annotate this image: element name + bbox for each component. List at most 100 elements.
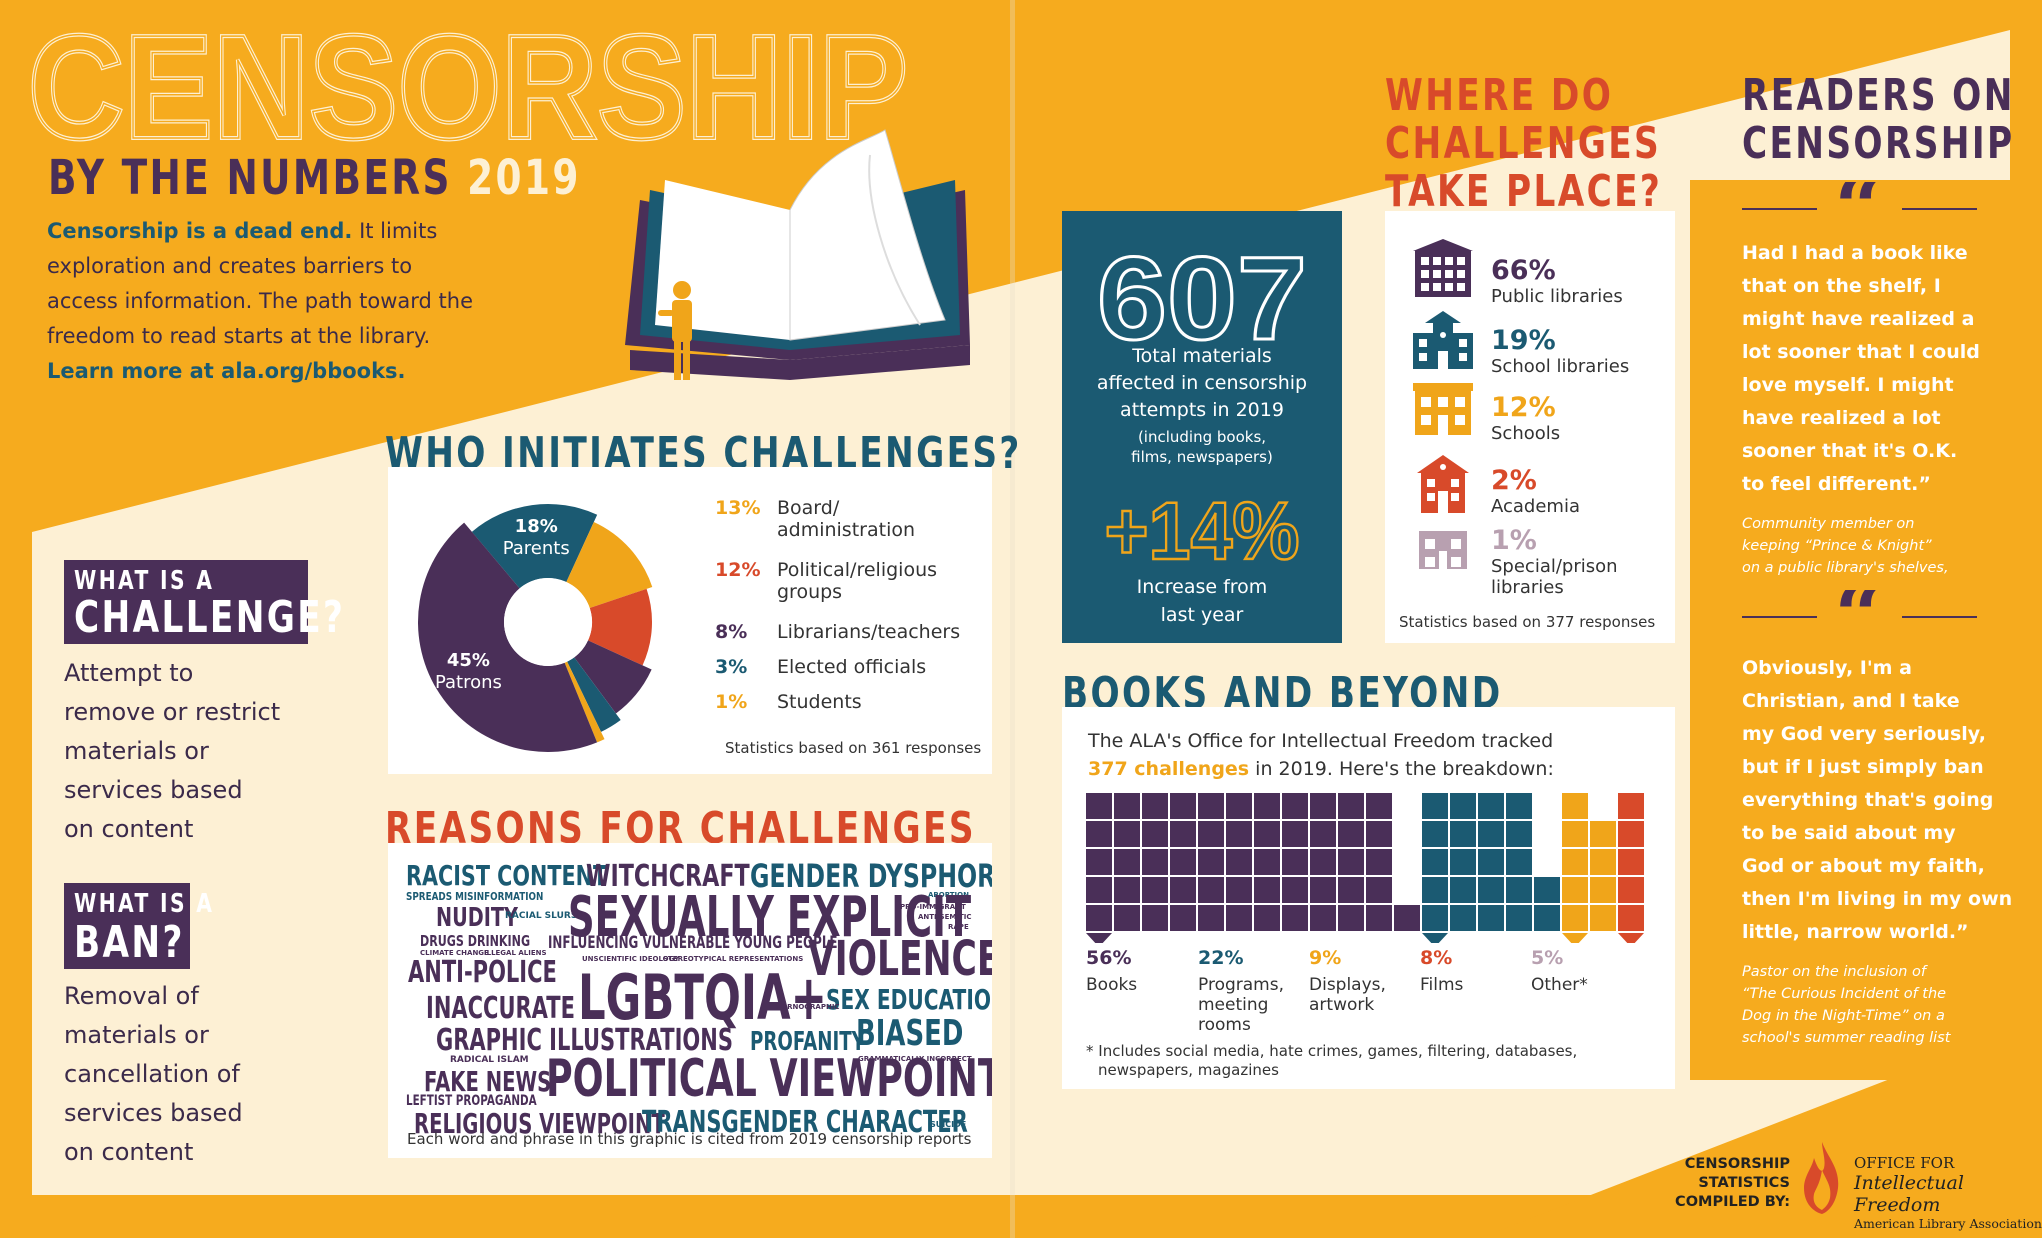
quote-line: little, narrow world.” [1742,921,1969,943]
quote-attribution: Pastor on the inclusion of [1742,964,1927,980]
donut-slice [567,657,621,732]
word: RACIAL SLURS [505,911,578,921]
quote-attribution: “The Curious Incident of the [1742,986,1947,1002]
word: SEXUALLY EXPLICIT [568,885,972,950]
svg-text:CENSORSHIP: CENSORSHIP [28,30,908,160]
reader-quote: Obviously, I'm a Christian, and I take m… [1742,652,2012,1049]
waffle-cell [1226,793,1252,819]
org-line: American Library Association [1854,1216,2042,1231]
challenges-count: 377 challenges [1088,758,1250,780]
quote-attribution: Dog in the Night-Time” on a [1742,1008,1945,1024]
waffle-cell [1310,821,1336,847]
waffle-cell [1086,877,1112,903]
donut-slice-label: Patrons [435,672,502,693]
intro-line: exploration and creates barriers to [47,254,413,278]
donut-slice [564,661,605,743]
waffle-cell [1562,821,1588,847]
word: LGBTQIA+ [578,961,827,1034]
donut-slice [471,504,598,589]
waffle-cell [1562,793,1588,819]
definition-line: cancellation of [64,1060,240,1088]
waffle-cell [1170,849,1196,875]
waffle-cell [1506,793,1532,819]
materials-label-line: Total materials [1132,345,1272,367]
word: SUICIDE [930,1120,967,1129]
waffle-cell [1590,849,1616,875]
waffle-cell [1198,821,1224,847]
who-initiates-panel: 18% Parents 45% Patrons 13% Board/administra… [388,467,992,774]
legend-item: 3% Elected officials [715,656,927,678]
waffle-cell [1478,877,1504,903]
word: FAKE NEWS [424,1065,552,1098]
page-title: CENSORSHIP CENSORSHIP [28,30,910,160]
definition-line: materials or [64,737,209,765]
waffle-cell [1422,877,1448,903]
definition-line: Attempt to [64,659,194,687]
quote-line: Obviously, I'm a [1742,657,1912,679]
word: SEX EDUCATION [826,983,992,1016]
materials-note-line: (including books, [1137,428,1267,446]
word: BIASED [856,1013,964,1054]
waffle-cell [1506,905,1532,931]
word: GRAPHIC ILLUSTRATIONS [436,1023,733,1058]
donut-slice-label: Parents [503,538,570,559]
quote-line: might have realized a [1742,308,1975,330]
ban-label-box: WHAT IS A BAN? [64,883,212,969]
waffle-cell [1142,793,1168,819]
quote-line: God or about my faith, [1742,855,1985,877]
donut-slice-pct: 45% [447,650,490,671]
word: VIOLENCE [808,931,992,987]
waffle-cell [1338,905,1364,931]
waffle-cell [1618,905,1644,931]
waffle-cell [1310,793,1336,819]
waffle-legend-item: 8% Films [1420,947,1464,995]
word: POLITICAL VIEWPOINT [546,1049,992,1109]
waffle-cell [1338,849,1364,875]
intro-line: The ALA's Office for Intellectual Freedo… [1088,730,1554,752]
waffle-cell [1170,877,1196,903]
materials-count: 607 [1096,241,1309,351]
waffle-cell [1450,793,1476,819]
learn-more-link[interactable]: Learn more at ala.org/bbooks. [47,359,406,383]
svg-text:“: “ [1834,182,1883,232]
ban-label-large: BAN? [74,917,185,968]
quote-line: my God very seriously, [1742,723,1986,745]
waffle-cell [1142,849,1168,875]
waffle-cell [1562,849,1588,875]
compiled-by-label: CENSORSHIP STATISTICS COMPILED BY: [1660,1155,1790,1212]
waffle-cell [1506,849,1532,875]
books-beyond-intro: The ALA's Office for Intellectual Freedo… [1088,727,1554,783]
place-icons [1413,239,1473,569]
waffle-cell [1254,821,1280,847]
place-item: 12% Schools [1491,392,1561,444]
waffle-cell [1450,877,1476,903]
quote-attribution: on a public library's shelves, [1742,560,1949,576]
books-beyond-footnote: * Includes social media, hate crimes, ga… [1086,1042,1577,1080]
definition-line: on content [64,815,194,843]
waffle-cell [1450,849,1476,875]
waffle-cell [1282,849,1308,875]
readers-heading: READERS ON CENSORSHIP [1742,72,2015,168]
waffle-cell [1086,905,1112,931]
place-item: 66% Public libraries [1491,255,1623,307]
waffle-cell [1142,821,1168,847]
challenge-label-small: WHAT IS A [74,566,215,596]
challenge-label-large: CHALLENGE? [74,592,346,643]
waffle-cell [1170,793,1196,819]
waffle-cell [1366,905,1392,931]
word: PROFANITY [750,1027,865,1057]
word: DRUGS DRINKING [420,932,531,950]
where-heading-line: WHERE DO [1385,70,1614,121]
quote-mark-icon: “ [1742,182,1977,232]
quote-line: that on the shelf, I [1742,275,1941,297]
waffle-cell [1506,821,1532,847]
subtitle-text: BY THE NUMBERS [48,150,452,206]
initiators-donut-chart: 18%Parents 45%Patrons [418,504,653,752]
waffle-cell [1422,905,1448,931]
place-item: 19% School libraries [1491,325,1630,377]
prison-library-icon [1419,531,1467,569]
waffle-legend-item: 5% Other* [1531,947,1588,995]
word: GRAMMATICALLY INCORRECT [858,1055,972,1063]
ala-org-name: OFFICE FOR Intellectual Freedom American… [1854,1154,2042,1231]
